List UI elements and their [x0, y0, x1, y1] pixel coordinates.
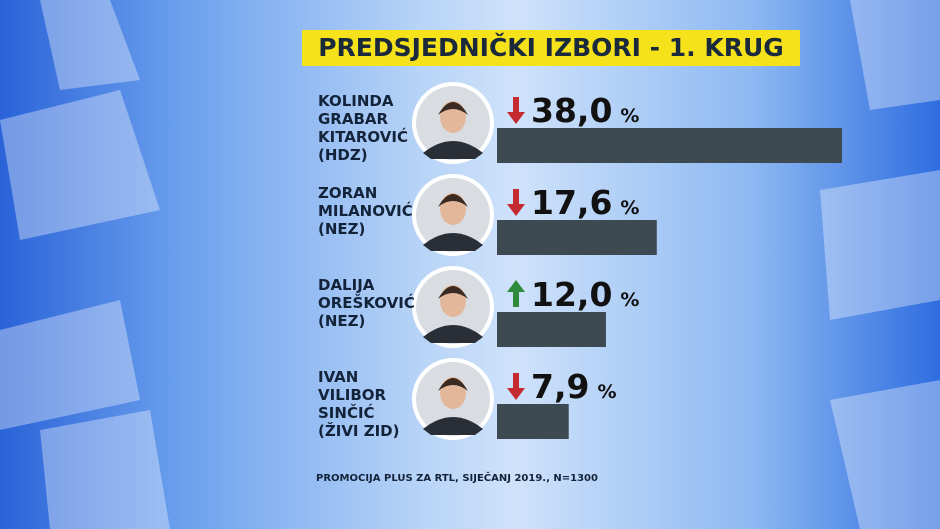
background-shape [0, 90, 160, 240]
trend-arrow [507, 97, 525, 124]
photo-body [423, 325, 483, 343]
chart-title: PREDSJEDNIČKI IZBORI - 1. KRUG [318, 32, 784, 62]
trend-arrow [507, 280, 525, 307]
value-label: 17,6 [531, 183, 612, 222]
background-shape [820, 170, 940, 320]
trend-arrow [507, 189, 525, 216]
bar [497, 404, 569, 439]
photo-body [423, 141, 483, 159]
background-shape [40, 0, 140, 90]
photo-hair [438, 378, 468, 391]
value-label: 12,0 [531, 275, 612, 314]
bar [497, 312, 606, 347]
title-box [302, 30, 800, 66]
candidate-name: KOLINDA GRABAR KITAROVIĆ (HDZ) [318, 92, 408, 164]
unit-label: % [620, 105, 639, 127]
value-label: 38,0 [531, 91, 612, 130]
bar [497, 128, 842, 163]
trend-arrow [507, 373, 525, 400]
bar [497, 220, 657, 255]
candidate-name: ZORAN MILANOVIĆ (NEZ) [318, 184, 413, 238]
photo-hair [438, 286, 468, 299]
photo-body [423, 233, 483, 251]
photo-body [423, 417, 483, 435]
candidate-name: DALIJA OREŠKOVIĆ (NEZ) [318, 276, 415, 330]
unit-label: % [597, 381, 616, 403]
unit-label: % [620, 289, 639, 311]
unit-label: % [620, 197, 639, 219]
background-shape [850, 0, 940, 110]
background-shape [40, 410, 170, 529]
value-label: 7,9 [531, 367, 589, 406]
background-shape [0, 300, 140, 430]
background-shape [830, 380, 940, 529]
photo-hair [438, 194, 468, 207]
source-note: PROMOCIJA PLUS ZA RTL, SIJEČANJ 2019., N… [316, 471, 598, 484]
candidate-name: IVAN VILIBOR SINČIĆ (ŽIVI ZID) [318, 368, 400, 440]
photo-hair [438, 102, 468, 115]
